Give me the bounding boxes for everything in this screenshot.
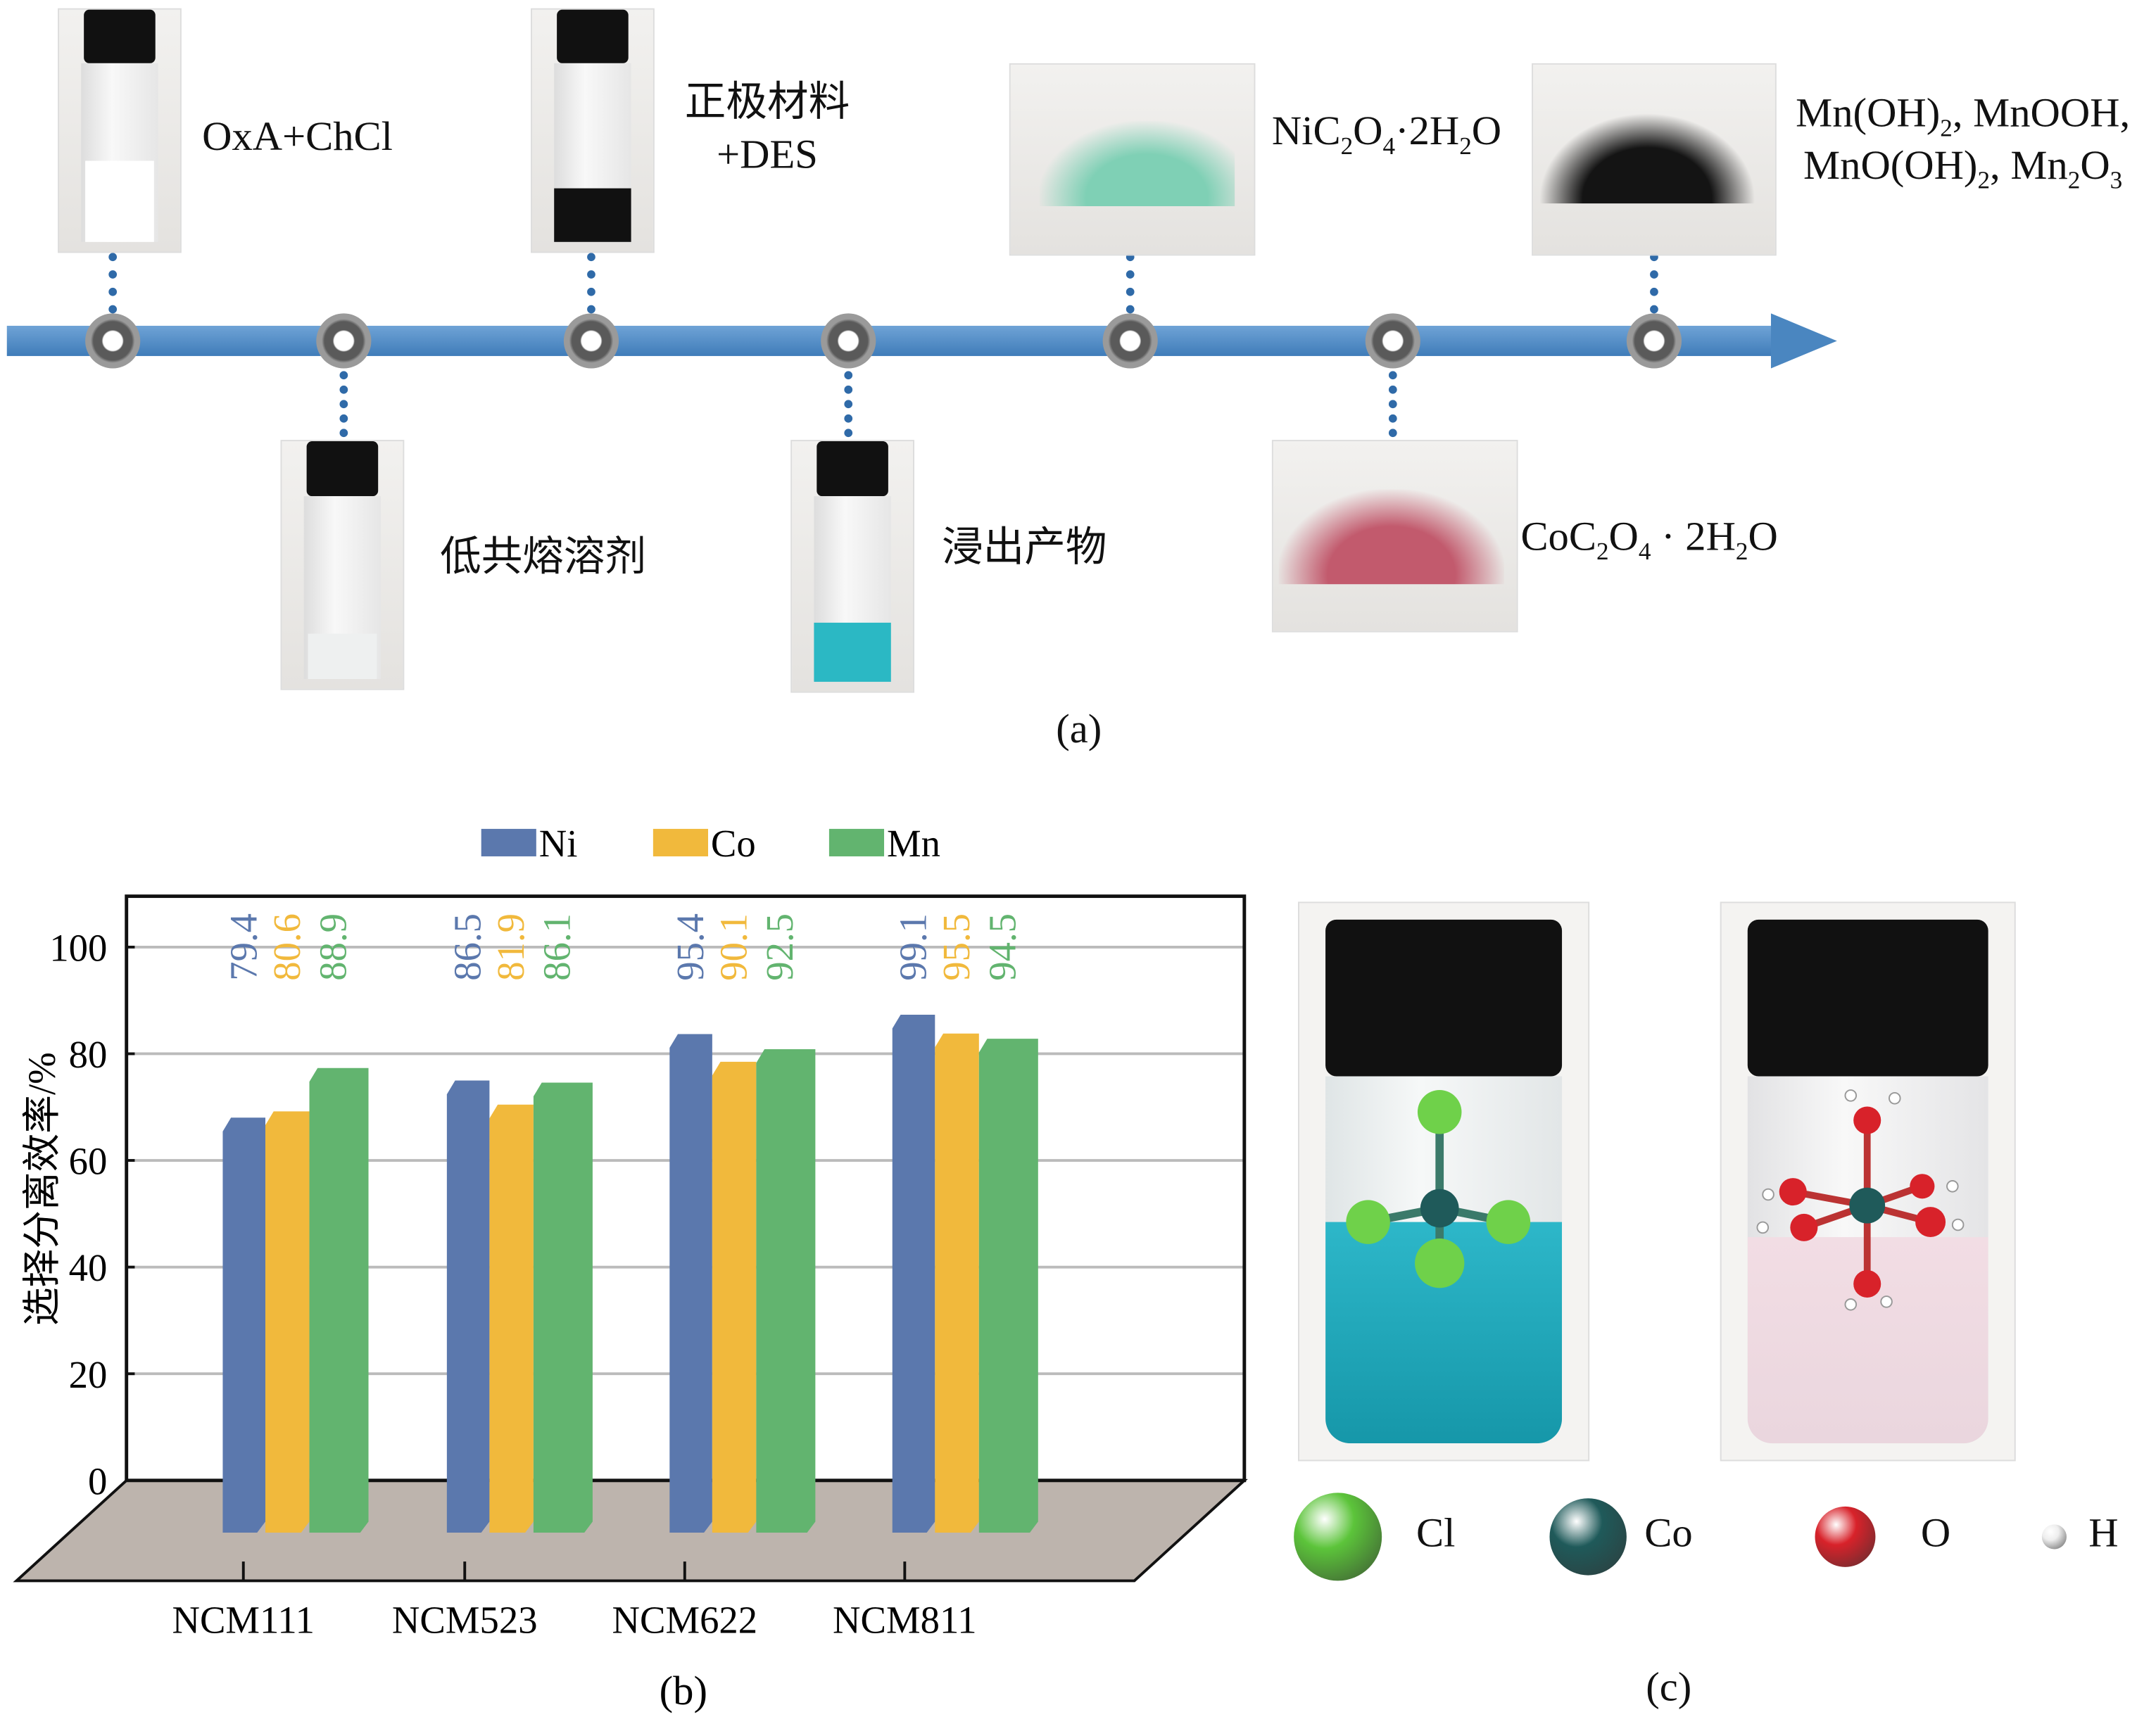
timeline-node xyxy=(821,313,876,369)
legend-swatch-co xyxy=(653,828,709,856)
bar-mn-ncm622 xyxy=(756,1048,816,1533)
data-label: 86.1 xyxy=(536,913,579,981)
chart-floor xyxy=(13,1478,1248,1583)
data-label: 80.6 xyxy=(265,913,308,981)
tetrachlorocobaltate-model xyxy=(1346,1090,1531,1288)
atom-co-icon xyxy=(1549,1498,1627,1576)
bar-co-ncm622 xyxy=(712,1061,757,1533)
data-label: 88.9 xyxy=(311,913,354,981)
bar-ni-ncm622 xyxy=(669,1034,712,1533)
legend-label-mn: Mn xyxy=(887,822,940,865)
data-label: 81.9 xyxy=(489,913,532,981)
x-tick-label: NCM811 xyxy=(833,1599,977,1642)
photo-co-oxalate xyxy=(1271,440,1518,633)
timeline-node xyxy=(1626,313,1682,369)
data-label: 94.5 xyxy=(981,913,1024,981)
timeline-connector xyxy=(1126,253,1142,314)
x-tick-label: NCM622 xyxy=(612,1599,757,1642)
y-tick-label: 100 xyxy=(49,926,107,969)
label-oxa-chcl: OxA+ChCl xyxy=(202,114,393,160)
timeline-node xyxy=(563,313,619,369)
y-tick-label: 0 xyxy=(88,1459,107,1502)
photo-ni-oxalate xyxy=(1009,63,1256,256)
label-leachate: 浸出产物 xyxy=(942,525,1107,571)
timeline-connector xyxy=(1650,253,1666,314)
data-label: 99.1 xyxy=(892,913,935,981)
timeline-arrow xyxy=(6,325,1781,356)
timeline-node xyxy=(1102,313,1158,369)
y-tick-label: 80 xyxy=(69,1033,108,1076)
data-label: 95.4 xyxy=(669,913,712,981)
data-label: 90.1 xyxy=(712,913,755,981)
bar-co-ncm111 xyxy=(265,1111,310,1533)
legend-swatch-mn xyxy=(828,828,885,856)
data-label: 79.4 xyxy=(222,913,265,981)
legend-label-co: Co xyxy=(1644,1510,1693,1557)
bar-mn-ncm811 xyxy=(978,1039,1038,1533)
photo-cobalt-chloride-vial xyxy=(1298,901,1590,1462)
timeline-connector xyxy=(587,253,603,314)
x-tick-label: NCM111 xyxy=(172,1599,315,1642)
legend-label-h: H xyxy=(2088,1510,2119,1557)
bar-co-ncm811 xyxy=(935,1033,979,1533)
legend-label-cl: Cl xyxy=(1416,1510,1456,1557)
atom-cl-icon xyxy=(1294,1493,1382,1581)
timeline-arrowhead xyxy=(1770,313,1837,369)
photo-cobalt-aqua-vial xyxy=(1720,901,2016,1462)
legend-label-o: O xyxy=(1920,1510,1951,1557)
bar-ni-ncm111 xyxy=(222,1117,266,1533)
y-axis-label: 选择分离效率/% xyxy=(20,1052,63,1326)
label-ni-oxalate: NiC2O4·2H2O xyxy=(1271,108,1502,160)
timeline-node xyxy=(316,313,372,369)
timeline-connector xyxy=(1388,371,1405,438)
timeline-node xyxy=(1365,313,1420,369)
bar-co-ncm523 xyxy=(489,1104,534,1533)
timeline-connector xyxy=(108,253,125,314)
photo-mn-products xyxy=(1532,63,1777,256)
y-tick-label: 40 xyxy=(69,1246,108,1289)
bar-mn-ncm111 xyxy=(309,1067,369,1533)
label-mn-products: Mn(OH)2, MnOOH, MnO(OH)2, Mn2O3 xyxy=(1796,90,2131,194)
panel-c-label: (c) xyxy=(1646,1664,1692,1711)
y-tick-label: 20 xyxy=(69,1353,108,1396)
panel-a-label: (a) xyxy=(1056,707,1102,752)
photo-cathode-des xyxy=(531,8,655,253)
label-cathode-des: 正极材料 +DES xyxy=(684,80,850,177)
bar-mn-ncm523 xyxy=(533,1082,593,1533)
x-tick-label: NCM523 xyxy=(392,1599,538,1642)
atom-h-icon xyxy=(2041,1524,2067,1550)
data-label: 92.5 xyxy=(758,913,801,981)
photo-des xyxy=(280,440,405,690)
timeline-connector xyxy=(339,371,355,438)
legend-label-co: Co xyxy=(711,822,756,865)
photo-leachate xyxy=(790,440,915,693)
atom-o-icon xyxy=(1815,1506,1876,1567)
bar-ni-ncm523 xyxy=(446,1080,490,1533)
bar-chart: 0 20 40 60 80 100 选择分离效率/% 79.4 80.6 88.9 NCM111 86… xyxy=(13,822,1248,1713)
label-co-oxalate: CoC2O4 · 2H2O xyxy=(1520,514,1778,565)
data-label: 86.5 xyxy=(446,913,489,981)
y-tick-label: 60 xyxy=(69,1140,108,1183)
hexaaquacobalt-model xyxy=(1756,1089,1965,1311)
legend-label-ni: Ni xyxy=(539,822,578,865)
legend-swatch-ni xyxy=(481,828,536,856)
label-des: 低共熔溶剂 xyxy=(440,534,647,581)
timeline-node xyxy=(85,313,141,369)
panel-b-label: (b) xyxy=(660,1668,707,1713)
photo-oxa-chcl xyxy=(58,8,182,253)
data-label: 95.5 xyxy=(935,913,978,981)
bar-ni-ncm811 xyxy=(892,1014,935,1533)
timeline-connector xyxy=(844,371,860,438)
